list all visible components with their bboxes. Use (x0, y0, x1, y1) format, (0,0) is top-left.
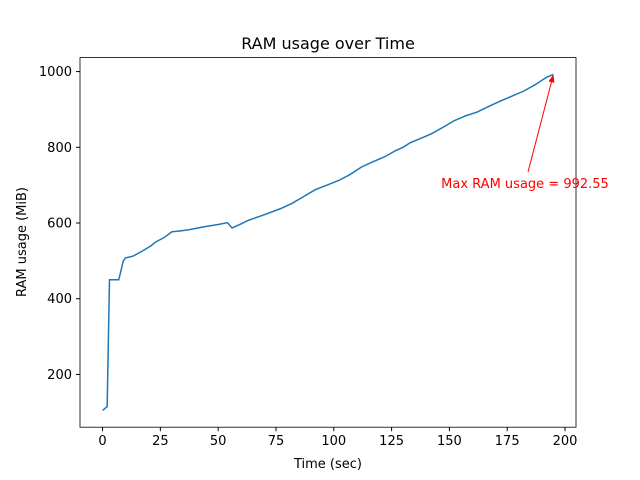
x-tick-label: 25 (152, 434, 169, 449)
chart-title: RAM usage over Time (241, 34, 415, 53)
y-tick-label: 1000 (39, 65, 72, 80)
y-axis-label: RAM usage (MiB) (15, 187, 30, 297)
x-tick-label: 75 (268, 434, 285, 449)
x-tick-label: 100 (321, 434, 346, 449)
x-tick-label: 0 (98, 434, 106, 449)
annotation-text: Max RAM usage = 992.55 (441, 177, 609, 192)
y-tick-label: 600 (47, 217, 72, 232)
x-tick-label: 150 (437, 434, 462, 449)
plot-frame (79, 57, 577, 428)
line-series (102, 73, 554, 412)
x-axis-label: Time (sec) (293, 457, 362, 472)
annotation-arrow (527, 76, 554, 173)
x-tick-label: 50 (210, 434, 227, 449)
x-tick-label: 200 (553, 434, 578, 449)
y-tick-label: 200 (47, 368, 72, 383)
x-tick-label: 175 (495, 434, 520, 449)
x-tick-label: 125 (379, 434, 404, 449)
annotation-arrowhead (548, 74, 555, 83)
y-tick-label: 400 (47, 292, 72, 307)
y-tick-label: 800 (47, 141, 72, 156)
